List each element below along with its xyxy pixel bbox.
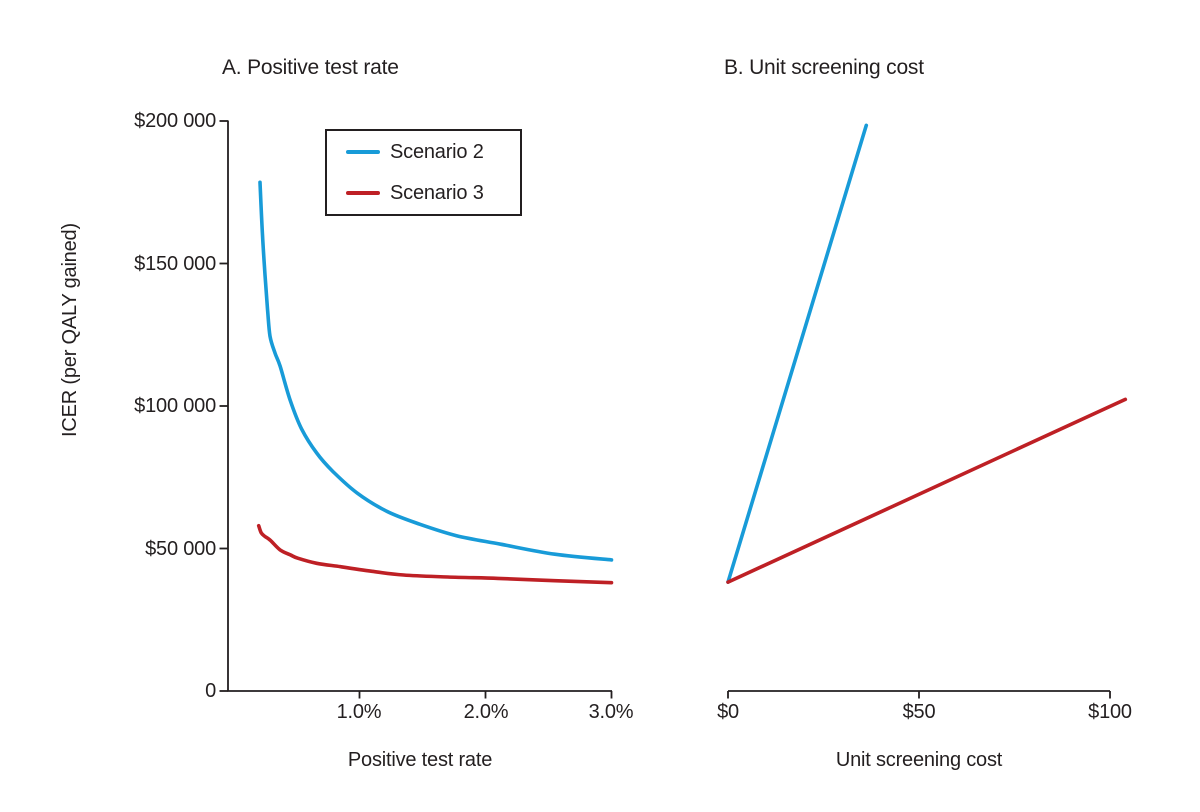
y-axis-label: ICER (per QALY gained)	[59, 223, 81, 437]
panel-a-title: A. Positive test rate	[222, 56, 399, 79]
y-tick-label-0: 0	[205, 680, 216, 702]
a-x-tick-label-3pct: 3.0%	[588, 701, 634, 723]
legend-item-scenario-3: Scenario 3	[327, 174, 520, 212]
scenario-2-line-swatch-icon	[346, 150, 380, 155]
y-tick-label-200000: $200 000	[134, 110, 216, 132]
y-tick-label-50000: $50 000	[145, 538, 216, 560]
b-x-tick-label-50: $50	[902, 701, 936, 723]
panel-b-title: B. Unit screening cost	[724, 56, 924, 79]
scenario-3-line-swatch-icon	[346, 190, 380, 195]
b-x-tick-label-0: $0	[717, 701, 739, 723]
legend: Scenario 2 Scenario 3	[325, 129, 522, 216]
legend-item-scenario-2: Scenario 2	[327, 133, 520, 171]
a-x-tick-label-2pct: 2.0%	[463, 701, 509, 723]
legend-label-scenario-2: Scenario 2	[390, 141, 484, 164]
y-tick-label-100000: $100 000	[134, 395, 216, 417]
y-tick-label-150000: $150 000	[134, 253, 216, 275]
panel-b-x-axis-label: Unit screening cost	[835, 749, 1003, 771]
panel-a-x-axis-label: Positive test rate	[347, 749, 493, 771]
legend-label-scenario-3: Scenario 3	[390, 181, 484, 204]
b-x-tick-label-100: $100	[1088, 701, 1132, 723]
a-x-tick-label-1pct: 1.0%	[336, 701, 382, 723]
